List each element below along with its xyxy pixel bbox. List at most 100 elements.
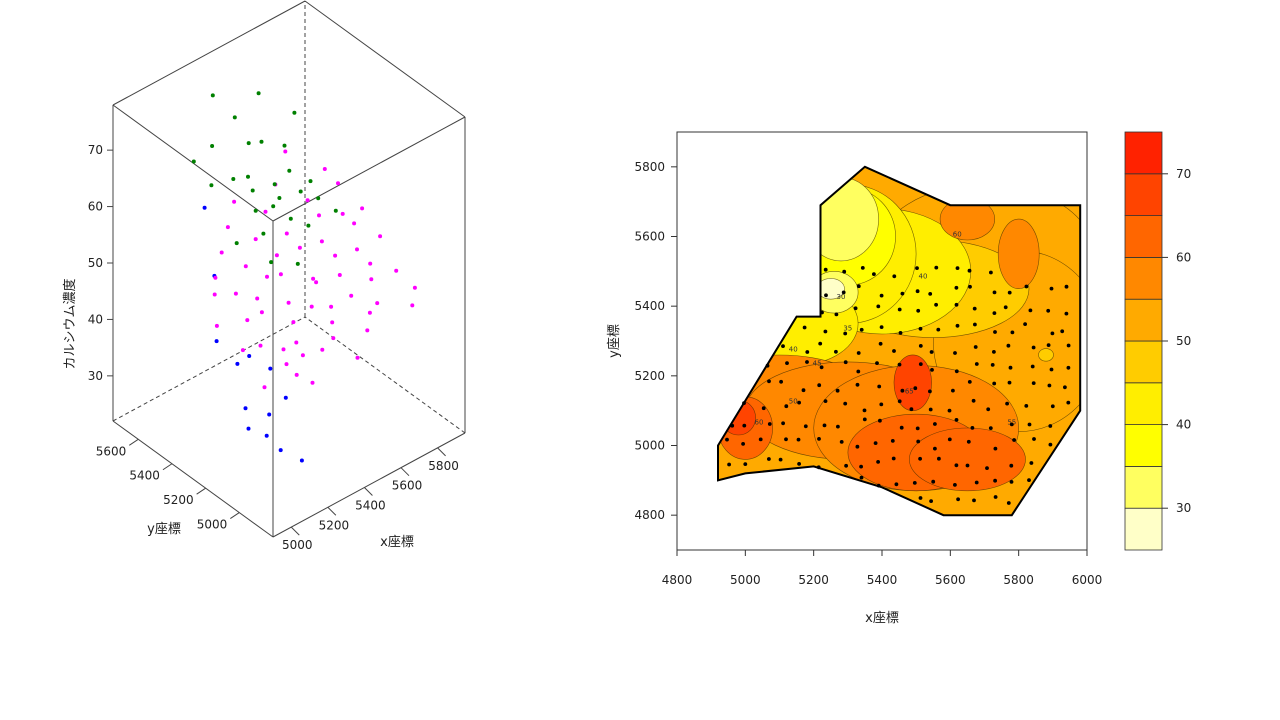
y-tick-mark (162, 463, 173, 471)
sample-point (1010, 330, 1015, 335)
sample-point (742, 423, 747, 428)
sample-point (951, 388, 955, 393)
x-tick-label: 6000 (1072, 573, 1103, 587)
scatter-point (317, 213, 321, 218)
scatter-point (291, 320, 296, 325)
sample-point (876, 483, 881, 488)
sample-point (835, 388, 840, 393)
sample-point (972, 498, 976, 503)
sample-point (797, 400, 801, 405)
sample-point (915, 266, 919, 270)
sample-point (853, 306, 858, 311)
sample-point (1060, 329, 1065, 334)
sample-point (834, 349, 838, 354)
scatter-point (232, 199, 237, 204)
scatter-point (369, 277, 374, 282)
sample-point (859, 464, 863, 469)
sample-point (892, 274, 897, 279)
sample-point (986, 407, 991, 412)
z-tick-label: 50 (88, 256, 103, 270)
sample-point (862, 417, 867, 422)
sample-point (843, 331, 848, 336)
sample-point (954, 285, 959, 290)
scatter-point (316, 196, 321, 201)
x-tick-label: 5400 (355, 498, 386, 512)
scatter-point (288, 216, 293, 221)
contour-axes: 4800 5000 5200 5400 5600 5800 6000 4800 5000 5200… (634, 160, 1102, 587)
scatter-point (295, 261, 300, 266)
y-tick-label: 5000 (634, 439, 665, 453)
scatter-point (259, 139, 264, 144)
scatter-point (355, 355, 360, 360)
sample-point (933, 446, 937, 451)
sample-point (834, 312, 839, 317)
x-tick-label: 5800 (428, 459, 459, 473)
scatter-point (255, 296, 260, 301)
sample-point (820, 310, 824, 315)
sample-point (955, 266, 960, 270)
scatter-point (234, 241, 239, 246)
contour-map: 30354045504065606055 4800500052005400560… (607, 131, 1191, 626)
sample-point (805, 360, 809, 364)
x-tick-mark (327, 506, 337, 516)
sample-point (1009, 480, 1014, 484)
sample-point (856, 369, 861, 374)
scatter-point (378, 234, 383, 239)
sample-point (972, 306, 977, 311)
x-tick-mark (290, 526, 300, 536)
scatter-point (282, 143, 287, 148)
sample-point (954, 418, 959, 422)
sample-point (947, 408, 952, 413)
z-tick-label: 30 (88, 369, 103, 383)
scatter-point (219, 250, 224, 255)
scatter-point (232, 115, 237, 120)
sample-point (767, 457, 771, 461)
x-tick-label: 5000 (730, 573, 761, 587)
scatter-point (309, 304, 314, 309)
sample-point (973, 345, 978, 349)
sample-point (892, 349, 896, 353)
scatter-point (410, 303, 415, 308)
scatter-point (246, 174, 250, 179)
sample-point (1028, 308, 1033, 313)
sample-point (879, 325, 884, 329)
contour-label: 40 (919, 272, 928, 280)
sample-point (781, 344, 785, 348)
contour-label: 60 (953, 231, 962, 239)
scatter-point (278, 448, 283, 453)
scatter-point (286, 300, 291, 305)
sample-point (954, 463, 959, 468)
sample-point (802, 325, 807, 330)
scatter-point (212, 292, 217, 297)
scatter-point (272, 182, 277, 187)
sample-point (743, 462, 748, 466)
sample-point (816, 465, 821, 470)
scatter-point (283, 395, 288, 400)
sample-point (918, 496, 923, 500)
sample-point (993, 446, 998, 451)
sample-point (992, 311, 997, 315)
contour-band (893, 354, 932, 411)
legend-band (1124, 131, 1163, 175)
sample-point (992, 381, 997, 386)
sample-point (803, 424, 808, 429)
scatter-point (330, 320, 335, 325)
legend-tick-label: 60 (1176, 250, 1191, 264)
contour-band (803, 177, 879, 262)
sample-point (937, 456, 941, 461)
scatter-point (235, 361, 240, 366)
y-tick-label: 5200 (634, 369, 665, 383)
scatter-point (284, 362, 289, 367)
scatter-point (210, 93, 215, 98)
scatter-point (320, 347, 325, 352)
sample-point (824, 293, 828, 298)
sample-point (918, 456, 922, 461)
sample-point (968, 284, 972, 289)
scatter-point (240, 348, 245, 353)
sample-point (1066, 343, 1071, 348)
sample-points (725, 265, 1071, 505)
scatter-point (337, 273, 342, 277)
sample-point (817, 437, 821, 441)
scatter3d: 3040506070500052005400560050005200540056… (62, 0, 466, 552)
y-tick-mark (128, 438, 139, 446)
